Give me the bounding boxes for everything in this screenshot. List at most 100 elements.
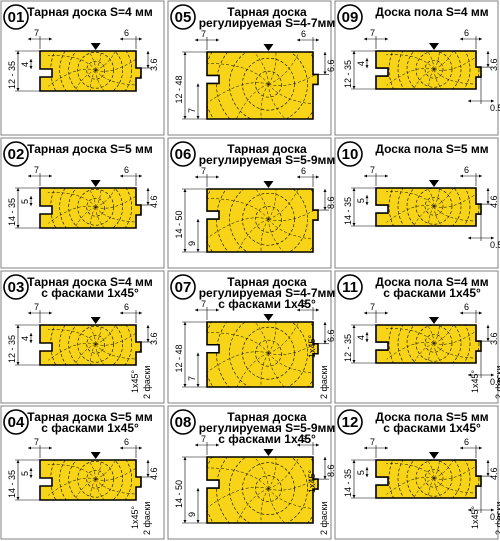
dim-top-right: 6 [301,29,306,39]
panel-title-line: регулируемая S=5-9мм [199,153,336,167]
panel-number: 07 [175,279,192,296]
panel-number-badge [3,141,29,167]
arrow-head-icon [365,58,369,69]
top-marker-icon [429,452,439,459]
panel-title-line: Тарная доска [227,275,307,289]
top-marker-icon [263,44,274,51]
top-marker-icon [90,452,101,459]
top-marker-icon [263,181,274,188]
dim-chamfer-count: 2 фаски [494,366,500,399]
arrow-head-icon [28,174,52,178]
top-marker-icon [90,317,101,324]
arrow-head-icon [468,508,494,512]
wood-grain [207,52,318,119]
profile-panel-11: 11 Доска пола S=4 ммс фасками 1x45° 7 6 3.6 4… [334,270,500,404]
dim-left-mid: 5 [356,470,366,475]
panel-number-badge [3,4,29,30]
arrow-head-icon [364,174,388,178]
board-profile [375,459,482,499]
top-marker-icon [263,449,274,456]
dim-top-right: 6 [124,165,129,175]
panel-number: 12 [342,414,359,431]
arrow-head-icon [29,333,33,343]
dim-top-left: 7 [370,437,375,447]
profile-panel-01: 01 Тарная доска S=4 мм 7 6 3.6 412 - 35 [0,0,165,136]
panel-number: 04 [8,414,25,431]
board-profile [39,324,142,366]
profile-panel-04: 04 Тарная доска S=5 ммс фасками 1x45°7 6 4.… [0,405,165,540]
panel-title-line: Тарная доска [227,5,307,19]
dim-chamfer-count: 2 фаски [142,502,152,535]
dim-left-mid: 5 [20,471,30,476]
dim-left-range: 14 - 50 [174,480,184,508]
dim-left-range: 14 - 35 [343,469,353,497]
dim-bottom-right: 0.5 [490,377,500,387]
arrow-head-icon [468,236,494,240]
panel-title-line: Доска пола S=5 мм [375,142,488,156]
panel-title-line: Тарная доска S=5 мм [27,142,153,156]
dim-top-right: 6 [464,437,469,447]
dim-chamfer-size: 1x45° [470,369,480,393]
dim-left-lower: 7 [187,108,197,113]
panel-title-line: Тарная доска [227,142,307,156]
dim-right-upper: 3.6 [149,58,159,71]
dim-top-left: 7 [370,28,375,38]
panel-number-badge [3,274,29,300]
arrow-head-icon [28,37,52,41]
profile-panel-09: 09 Доска пола S=4 мм7 6 3.6 412 - 35 0.5 [334,0,500,136]
panel-number: 06 [175,146,192,163]
board-profile [206,321,319,388]
panel-number-badge [3,409,29,435]
dim-top-left: 7 [370,165,375,175]
dim-bottom-right: 0.5 [490,103,500,113]
dim-right-upper: 8.6 [326,464,336,477]
dim-top-left: 7 [201,29,206,39]
panel-number: 11 [342,279,358,296]
board-profile [375,50,482,90]
dim-left-lower: 9 [187,241,197,246]
dim-left-range: 12 - 35 [343,60,353,88]
wood-grain [207,322,318,387]
top-marker-icon [429,180,439,187]
arrow-head-icon [365,195,369,206]
dim-chamfer-size: 1x45° [130,369,140,393]
panel-number: 01 [8,9,25,26]
arrow-head-icon [365,332,369,343]
panel-title-line: регулируемая S=4-7мм [199,286,336,300]
panel-number-badge [337,274,363,300]
dim-left-mid: 5 [356,198,366,203]
panel-title-line: регулируемая S=5-9мм [199,421,336,435]
dim-left-mid: 4 [20,336,30,341]
arrow-head-icon [29,468,33,478]
panel-title-line: с фасками 1x45° [383,421,481,435]
dim-right-upper: 6.6 [326,329,336,342]
panel-number-badge [337,409,363,435]
dim-top-left: 7 [201,299,206,309]
board-profile [39,50,142,92]
panel-title-line: с фасками 1x45° [218,432,316,446]
dim-chamfer-size: 1x45° [307,334,317,358]
panel-title-line: Тарная доска S=4 мм [27,5,153,19]
dim-left-lower: 9 [187,512,197,517]
board-profile [39,459,142,501]
dim-top-left: 7 [370,302,375,312]
top-marker-icon [263,314,274,321]
top-marker-icon [429,43,439,50]
dim-chamfer-size: 1x45° [470,505,480,529]
arrow-head-icon [29,196,33,206]
panel-number-badge [170,4,196,30]
panel-title-line: Доска пола S=4 мм [375,5,488,19]
dim-left-range: 14 - 50 [174,210,184,238]
wood-grain [207,457,318,523]
dim-left-range: 12 - 35 [7,335,17,363]
panel-title-line: с фасками 1x45° [41,421,139,435]
profile-panel-02: 02 Тарная доска S=5 мм 7 6 4.6 514 - 35 [0,137,165,269]
dim-chamfer-count: 2 фаски [319,502,329,535]
profile-panel-10: 10 Доска пола S=5 мм7 6 4.6 514 - 35 0.5 [334,137,500,269]
dim-right-upper: 3.6 [149,332,159,345]
dim-right-upper: 8.6 [326,196,336,209]
dim-top-right: 6 [301,299,306,309]
